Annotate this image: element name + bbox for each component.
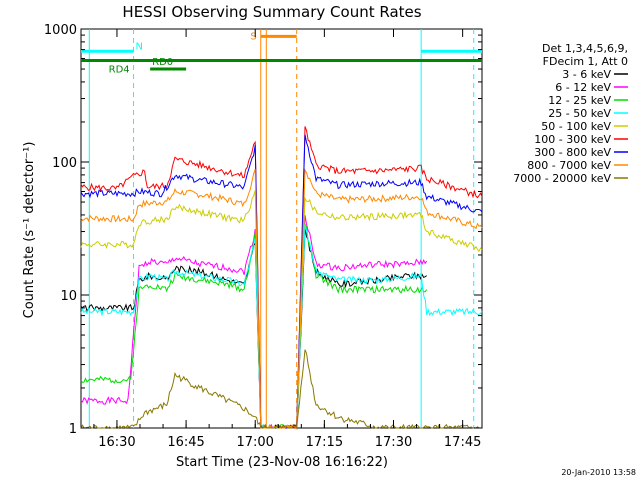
legend-entry-5: 100 - 300 keV [534,133,611,146]
legend-entry-7: 800 - 7000 keV [527,159,611,172]
y-tick-label-2: 100 [52,156,77,171]
series-line-2 [80,223,428,430]
plot-frame [80,28,483,429]
legend-entry-3: 25 - 50 keV [548,107,611,120]
series-line-0 [80,228,427,430]
series-line-8 [80,349,482,430]
timestamp: 20-Jan-2010 13:58 [561,468,636,477]
annotation-bars: N S RD4 RD0 [81,31,482,75]
legend-entry-6: 300 - 800 keV [534,146,611,159]
legend-header-1: FDecim 1, Att 0 [543,55,628,68]
x-tick-label-4: 17:30 [375,435,412,450]
y-tick-label-3: 1000 [44,23,77,38]
y-axis-label: Count Rate (s⁻¹ detector⁻¹) [22,142,37,319]
y-tick-label-1: 10 [60,289,77,304]
vertical-markers [88,29,475,428]
legend-entry-0: 3 - 6 keV [562,68,611,81]
x-tick-label-3: 17:15 [306,435,343,450]
x-tick-label-2: 17:00 [236,435,273,450]
annotation-label-s: S [250,31,256,42]
legend-entry-1: 6 - 12 keV [555,81,611,94]
y-tick-label-0: 1 [69,422,77,437]
legend-entry-8: 7000 - 20000 keV [513,172,611,185]
x-axis-label: Start Time (23-Nov-08 16:16:22) [176,455,388,470]
x-tick-label-5: 17:45 [444,435,481,450]
axis-ticks: 16:30 16:45 17:00 17:15 17:30 17:45 1 10 100 1000 [44,23,482,450]
legend-header-0: Det 1,3,4,5,6,9, [542,42,628,55]
x-tick-label-0: 16:30 [98,435,135,450]
legend: Det 1,3,4,5,6,9,FDecim 1, Att 03 - 6 keV… [513,42,628,185]
series-line-4 [80,190,483,429]
legend-entry-2: 12 - 25 keV [548,94,611,107]
annotation-label-rd0: RD0 [152,57,173,68]
annotation-label-rd4: RD4 [109,64,130,75]
x-tick-label-1: 16:45 [167,435,204,450]
series-line-7 [80,168,483,429]
chart-title: HESSI Observing Summary Count Rates [122,3,421,21]
annotation-label-n: N [136,41,143,52]
legend-entry-4: 50 - 100 keV [541,120,611,133]
series-line-3 [80,224,483,429]
series-line-1 [80,215,428,430]
series-lines [80,126,483,430]
